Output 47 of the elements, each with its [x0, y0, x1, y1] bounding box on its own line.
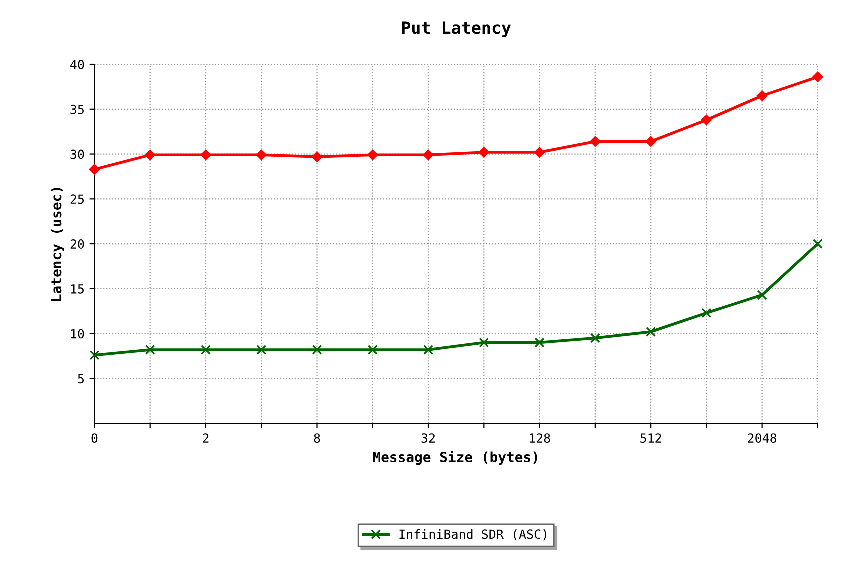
y-tick-label: 10 — [71, 329, 84, 339]
point — [312, 152, 322, 162]
point — [812, 239, 823, 250]
point — [423, 150, 434, 160]
point — [256, 344, 267, 355]
point — [534, 147, 546, 158]
x-axis-title: Message Size (bytes) — [373, 450, 538, 466]
x-tick-label: 32 — [422, 434, 435, 444]
point — [479, 338, 490, 348]
x-tick-label: 512 — [640, 434, 662, 444]
y-tick-label: 20 — [70, 240, 84, 249]
point — [200, 344, 211, 355]
point — [368, 344, 378, 355]
y-tick-label: 15 — [71, 284, 84, 294]
y-tick-label: 30 — [70, 150, 84, 160]
point — [424, 344, 434, 355]
x-tick-label: 128 — [530, 434, 550, 444]
point — [368, 150, 378, 160]
chart-title: Put Latency — [402, 22, 512, 38]
point — [812, 72, 824, 82]
point — [590, 136, 601, 147]
point — [590, 333, 600, 344]
point — [757, 90, 768, 102]
point — [534, 338, 545, 348]
point — [312, 344, 322, 355]
y-tick-label: 35 — [70, 104, 84, 114]
point — [702, 308, 712, 318]
point — [145, 344, 156, 355]
y-tick-label: 25 — [70, 194, 84, 204]
y-tick-label: 40 — [70, 60, 84, 70]
point — [701, 114, 712, 126]
point — [256, 150, 267, 160]
point — [90, 350, 100, 360]
x-tick-label: 2048 — [748, 434, 777, 444]
point — [646, 136, 656, 147]
point — [200, 150, 212, 160]
y-axis-title: Latency (usec) — [50, 188, 64, 302]
legend-label: InfiniBand SDR (ASC) — [400, 529, 546, 541]
point — [757, 290, 768, 300]
point — [145, 150, 156, 160]
point — [89, 164, 100, 175]
point — [646, 327, 656, 337]
x-tick-label: 2 — [203, 434, 209, 443]
y-tick-label: 5 — [78, 374, 84, 384]
x-tick-label: 0 — [92, 434, 98, 444]
point — [478, 147, 490, 158]
x-tick-label: 8 — [314, 434, 320, 444]
